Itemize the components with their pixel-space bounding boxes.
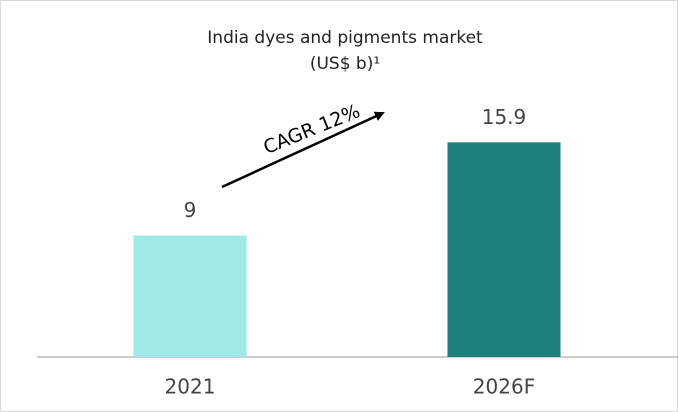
chart-subtitle: (US$ b)¹ — [310, 54, 380, 74]
bar — [133, 235, 247, 357]
cagr-arrow — [221, 111, 385, 189]
chart-title: India dyes and pigments market — [207, 28, 483, 48]
value-label: 15.9 — [482, 105, 527, 129]
bar — [447, 142, 561, 357]
x-tick-label: 2026F — [473, 375, 535, 399]
value-label: 9 — [184, 198, 197, 222]
x-tick-label: 2021 — [165, 375, 216, 399]
